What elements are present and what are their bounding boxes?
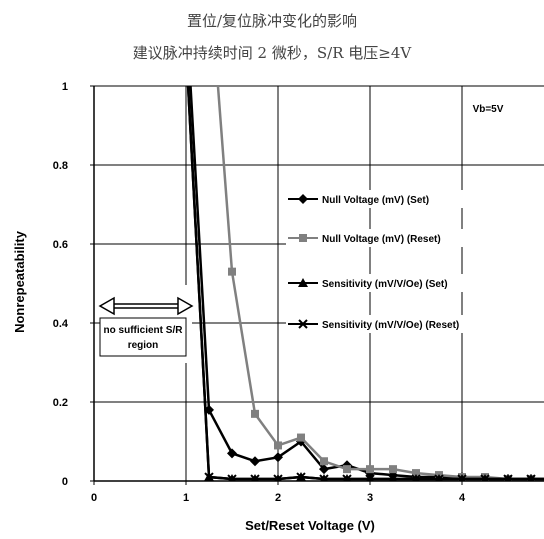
tick-labels: 01234500.20.40.60.81 — [53, 81, 466, 504]
data-point-square — [251, 409, 259, 418]
data-point-x — [411, 474, 421, 481]
legend-bg — [286, 274, 544, 292]
data-point-diamond — [227, 448, 237, 459]
data-point-diamond — [273, 452, 283, 463]
data-point-square — [366, 465, 374, 474]
data-point-square — [412, 469, 420, 478]
legend-label: Null Voltage (mV) (Reset) — [322, 234, 441, 245]
y-tick-label: 0.2 — [53, 397, 68, 409]
data-point-x — [342, 474, 352, 481]
data-point-x — [298, 319, 308, 329]
region-arrow-left — [98, 296, 115, 316]
data-point-x — [227, 474, 237, 481]
condition-label: Vb=5V — [473, 104, 504, 115]
y-axis-label: Nonrepeatability — [12, 230, 27, 333]
axes — [93, 86, 544, 482]
data-point-x — [273, 474, 283, 481]
legend-bg — [286, 229, 544, 247]
x-tick-label: 1 — [183, 492, 189, 504]
data-point-x — [250, 474, 260, 481]
legend-label: Sensitivity (mV/V/Oe) (Set) — [322, 279, 448, 290]
data-point-x — [480, 474, 490, 481]
data-point-x — [204, 472, 214, 481]
y-tick-label: 0.8 — [53, 160, 68, 172]
data-point-x — [296, 472, 306, 481]
data-point-diamond — [319, 464, 329, 475]
legend-label: Null Voltage (mV) (Set) — [322, 195, 429, 206]
x-tick-label: 4 — [459, 492, 466, 504]
data-point-square — [320, 457, 328, 466]
region-box — [99, 317, 187, 357]
y-tick-label: 0.6 — [53, 239, 68, 251]
legend-bg — [286, 315, 544, 333]
x-tick-label: 2 — [275, 492, 281, 504]
data-point-x — [434, 474, 444, 481]
x-tick-label: 3 — [367, 492, 373, 504]
data-point-triangle — [298, 278, 308, 287]
series-4 — [186, 86, 544, 481]
region-label-line1: no sufficient S/R — [104, 325, 184, 336]
data-point-diamond — [250, 456, 260, 467]
data-point-square — [274, 441, 282, 450]
data-point-x — [319, 474, 329, 481]
legend-label: Sensitivity (mV/V/Oe) (Reset) — [322, 320, 459, 331]
y-tick-label: 1 — [62, 81, 68, 93]
y-tick-label: 0 — [62, 476, 68, 488]
chart-subtitle: 建议脉冲持续时间 2 微秒，S/R 电压≥4V — [132, 44, 412, 62]
x-axis-label: Set/Reset Voltage (V) — [245, 518, 375, 533]
data-point-square — [228, 267, 236, 276]
region-label-line2: region — [128, 340, 159, 351]
data-point-square — [389, 465, 397, 474]
data-point-diamond — [298, 194, 308, 204]
data-point-square — [299, 234, 307, 242]
data-point-x — [457, 474, 467, 481]
legend-item: Null Voltage (mV) (Reset) — [286, 229, 544, 247]
legend-item: Sensitivity (mV/V/Oe) (Reset) — [286, 315, 544, 333]
x-tick-label: 0 — [91, 492, 97, 504]
data-point-square — [343, 465, 351, 474]
annotations: Vb=5V no sufficient S/R region — [98, 104, 504, 363]
legend-item: Null Voltage (mV) (Set) — [286, 190, 544, 208]
data-point-x — [388, 474, 398, 481]
legend-item: Sensitivity (mV/V/Oe) (Set) — [286, 274, 544, 292]
series-layer — [186, 86, 544, 481]
data-point-x — [526, 474, 536, 481]
data-point-square — [297, 433, 305, 442]
legend: Null Voltage (mV) (Set) Null Voltage (mV)… — [286, 190, 544, 333]
region-arrow-right — [177, 296, 194, 316]
legend-bg — [286, 190, 544, 208]
data-point-x — [365, 474, 375, 481]
data-point-x — [503, 474, 513, 481]
y-tick-label: 0.4 — [53, 318, 69, 330]
chart-title: 置位/复位脉冲变化的影响 — [186, 12, 358, 30]
